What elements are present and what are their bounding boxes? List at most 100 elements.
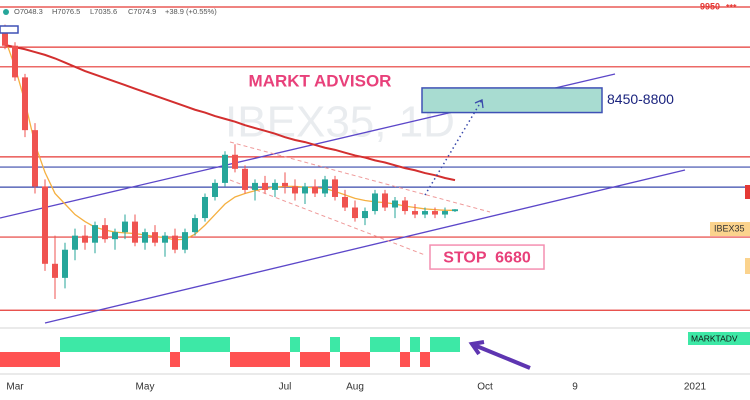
- candle-body: [162, 235, 168, 243]
- dashed-line: [229, 141, 491, 213]
- indicator-bar: [290, 337, 300, 352]
- x-tick-label: Aug: [346, 382, 364, 393]
- x-tick-label: Mar: [6, 382, 24, 393]
- arrow-head: [474, 99, 484, 109]
- header-change: +38.9 (+0.55%): [165, 7, 217, 16]
- price-tag-label: IBEX35: [714, 223, 745, 233]
- marker: [0, 25, 19, 34]
- price-tag: [745, 185, 750, 199]
- indicator-bar: [90, 337, 100, 352]
- candle-body: [212, 182, 218, 197]
- indicator-bar: [350, 352, 360, 367]
- header-close: C7074.9: [128, 7, 156, 16]
- indicator-tag-label: MARKTADV: [691, 333, 738, 343]
- indicator-bar: [50, 352, 60, 367]
- candle-body: [112, 232, 118, 240]
- indicator: [0, 337, 460, 367]
- indicator-bar: [370, 337, 380, 352]
- indicator-bar: [230, 352, 240, 367]
- indicator-bar: [40, 352, 50, 367]
- price-tag: [710, 222, 750, 236]
- pointer-arrow: [473, 343, 531, 370]
- candle-body: [182, 232, 188, 250]
- projection-arrow: [424, 99, 483, 196]
- candle-body: [402, 200, 408, 212]
- x-tick-label: Oct: [477, 382, 493, 393]
- indicator-bar: [60, 337, 70, 352]
- candle-body: [362, 211, 368, 219]
- candle-body: [82, 235, 88, 243]
- stop-box: [429, 244, 545, 270]
- indicator-bar: [300, 352, 310, 367]
- candle-body: [242, 168, 248, 190]
- watermark: IBEX35, 1D: [225, 98, 455, 147]
- candle-body: [342, 196, 348, 208]
- candle-body: [322, 179, 328, 194]
- indicator-bar: [450, 337, 460, 352]
- candle-body: [42, 186, 48, 264]
- brand-title: MARKT ADVISOR: [249, 71, 392, 90]
- indicator-tag: [688, 332, 750, 345]
- candle-body: [192, 218, 198, 233]
- candle-body: [122, 221, 128, 233]
- indicator-bar: [110, 337, 120, 352]
- indicator-bar: [30, 352, 40, 367]
- indicator-bar: [120, 337, 130, 352]
- indicator-bar: [360, 352, 370, 367]
- indicator-bar: [240, 352, 250, 367]
- candle-body: [52, 263, 58, 278]
- indicator-bar: [210, 337, 220, 352]
- candle-body: [152, 232, 158, 243]
- candle-body: [12, 45, 18, 78]
- indicator-bar: [340, 352, 350, 367]
- moving-average: [4, 44, 456, 182]
- status-dot: [3, 9, 9, 15]
- indicator-bar: [320, 352, 330, 367]
- indicator-bar: [140, 337, 150, 352]
- candle-body: [222, 154, 228, 183]
- candle-body: [352, 207, 358, 219]
- x-tick-label: 2021: [684, 382, 707, 393]
- indicator-bar: [390, 337, 400, 352]
- candle-body: [282, 182, 288, 187]
- candle-body: [332, 179, 338, 197]
- candle-body: [262, 182, 268, 190]
- indicator-bar: [410, 337, 420, 352]
- candle-body: [172, 235, 178, 250]
- target-group: 8450-8800: [421, 87, 674, 114]
- x-tick-label: Jul: [279, 382, 292, 393]
- indicator-bar: [310, 352, 320, 367]
- candles: [2, 24, 458, 299]
- candle-body: [132, 221, 138, 243]
- indicator-bar: [400, 352, 410, 367]
- header-high: H7076.5: [52, 7, 80, 16]
- target-box: [421, 87, 603, 114]
- candle-body: [202, 196, 208, 219]
- stop-group: STOP 6680: [429, 244, 545, 270]
- header-open: O7048.3: [14, 7, 43, 16]
- candle-body: [92, 225, 98, 243]
- x-tick-label: May: [136, 382, 155, 393]
- candle-body: [432, 211, 438, 215]
- candle-body: [422, 211, 428, 215]
- candle-body: [372, 193, 378, 212]
- candle-body: [292, 186, 298, 194]
- header-low: L7035.6: [90, 7, 117, 16]
- indicator-bar: [260, 352, 270, 367]
- candle-body: [442, 211, 448, 215]
- indicator-bar: [10, 352, 20, 367]
- indicator-bar: [430, 337, 440, 352]
- x-tick-label: 9: [572, 382, 578, 393]
- candle-body: [62, 249, 68, 278]
- level-label-suffix: ***: [726, 2, 737, 12]
- target-label: 8450-8800: [607, 91, 674, 107]
- indicator-bar: [330, 337, 340, 352]
- price-tag: [745, 258, 750, 274]
- header: O7048.3 H7076.5 L7035.6 C7074.9 +38.9 (+…: [14, 7, 217, 16]
- candle-body: [312, 186, 318, 194]
- candle-body: [412, 211, 418, 215]
- indicator-bar: [250, 352, 260, 367]
- indicator-bar: [170, 352, 180, 367]
- x-axis: Mar May Jul Aug Oct 9 2021: [6, 382, 706, 393]
